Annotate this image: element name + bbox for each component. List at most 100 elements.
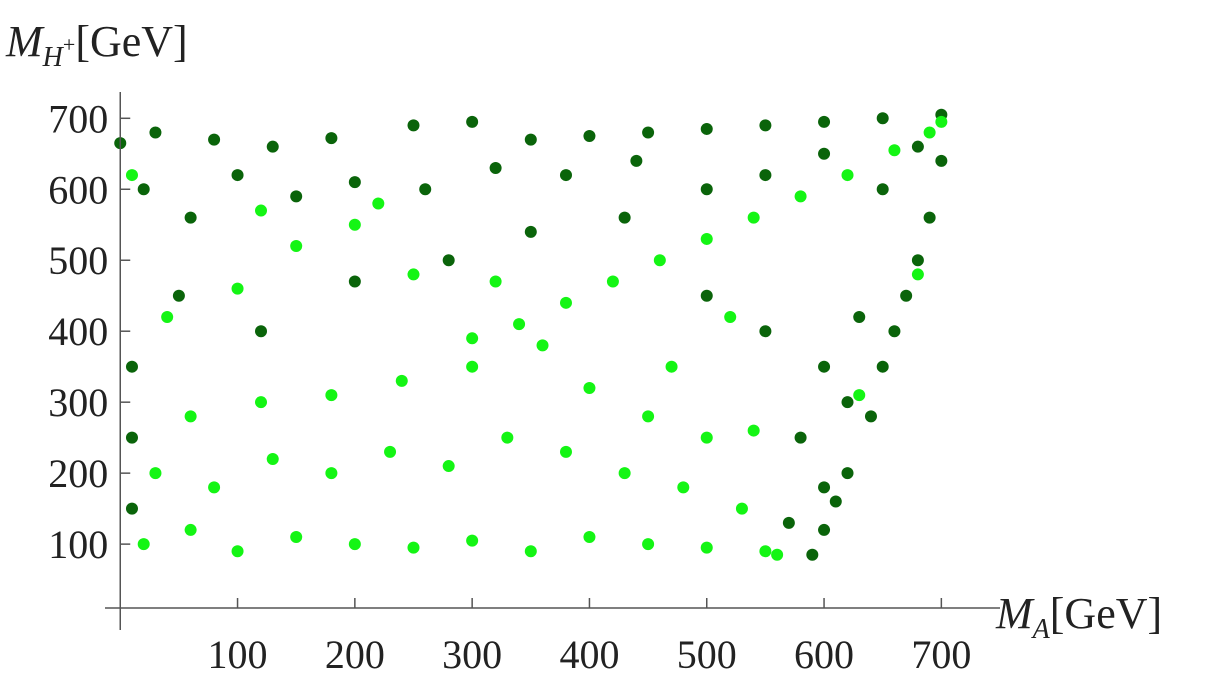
point (876, 112, 889, 125)
point (700, 183, 713, 196)
point (700, 541, 713, 554)
point (255, 204, 268, 217)
point (876, 360, 889, 373)
point (524, 225, 537, 238)
point (935, 115, 948, 128)
point (923, 126, 936, 139)
point (290, 531, 303, 544)
x-tick-label: 200 (325, 632, 385, 677)
point (677, 481, 690, 494)
point (466, 332, 479, 345)
y-tick-label: 700 (48, 96, 108, 141)
point (255, 396, 268, 409)
point (630, 154, 643, 167)
x-label-main: M (995, 589, 1035, 638)
point (407, 119, 420, 132)
point (747, 424, 760, 437)
point (841, 169, 854, 182)
point (700, 289, 713, 302)
point (395, 374, 408, 387)
point (759, 169, 772, 182)
point (642, 410, 655, 423)
point (184, 211, 197, 224)
point (559, 169, 572, 182)
point (325, 132, 338, 145)
point (384, 445, 397, 458)
point (818, 147, 831, 160)
point (325, 467, 338, 480)
y-label-sup: + (63, 32, 75, 57)
point (794, 190, 807, 203)
x-tick-label: 100 (208, 632, 268, 677)
point (208, 481, 221, 494)
point (665, 360, 678, 373)
point (489, 275, 502, 288)
x-tick-label: 400 (559, 632, 619, 677)
y-label-main: M (5, 17, 45, 66)
point (724, 311, 737, 324)
point (782, 516, 795, 529)
point (747, 211, 760, 224)
point (818, 360, 831, 373)
point (818, 523, 831, 536)
point (853, 389, 866, 402)
point (513, 318, 526, 331)
y-axis-label: MH+[GeV] (5, 17, 188, 73)
point (466, 534, 479, 547)
point (372, 197, 385, 210)
point (524, 133, 537, 146)
x-label-unit: [GeV] (1050, 589, 1162, 638)
point (818, 481, 831, 494)
point (888, 144, 901, 157)
point (653, 254, 666, 267)
point (501, 431, 514, 444)
y-label-unit: [GeV] (75, 17, 187, 66)
point (348, 538, 361, 551)
point (489, 161, 502, 174)
point (466, 115, 479, 128)
point (700, 431, 713, 444)
point (923, 211, 936, 224)
point (583, 531, 596, 544)
point (348, 275, 361, 288)
y-tick-label: 500 (48, 238, 108, 283)
point (841, 467, 854, 480)
point (606, 275, 619, 288)
point (618, 467, 631, 480)
point (290, 190, 303, 203)
point (642, 538, 655, 551)
y-tick-label: 100 (48, 522, 108, 567)
point (208, 133, 221, 146)
point (853, 311, 866, 324)
point (407, 541, 420, 554)
point (466, 360, 479, 373)
point (524, 545, 537, 558)
point (266, 452, 279, 465)
point (125, 502, 138, 515)
point (700, 122, 713, 135)
point (137, 183, 150, 196)
point (348, 176, 361, 189)
point (806, 548, 819, 561)
point (348, 218, 361, 231)
point (618, 211, 631, 224)
point (735, 502, 748, 515)
point (442, 460, 455, 473)
x-tick-label: 300 (442, 632, 502, 677)
point (642, 126, 655, 139)
point (700, 232, 713, 245)
y-tick-label: 200 (48, 451, 108, 496)
y-tick-label: 600 (48, 167, 108, 212)
point (149, 126, 162, 139)
y-tick-label: 400 (48, 309, 108, 354)
point (864, 410, 877, 423)
point (559, 445, 572, 458)
point (184, 523, 197, 536)
point (818, 115, 831, 128)
x-axis-label: MA[GeV] (995, 589, 1162, 645)
point (759, 119, 772, 132)
point (911, 140, 924, 153)
point (125, 360, 138, 373)
point (125, 169, 138, 182)
point (794, 431, 807, 444)
